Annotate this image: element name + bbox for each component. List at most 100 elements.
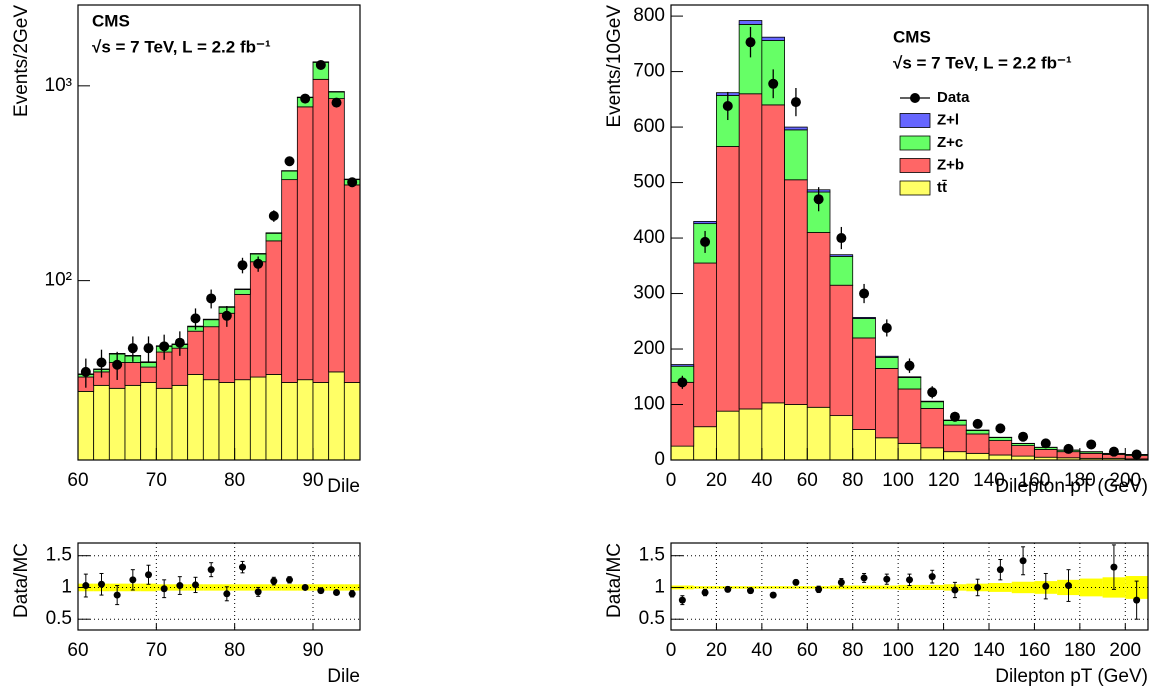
data-point: [769, 591, 777, 599]
data-point: [190, 313, 201, 324]
data-point: [790, 97, 801, 108]
uncertainty-band: [852, 585, 876, 590]
stack-segment: [784, 179, 808, 405]
stack-segment: [875, 356, 899, 369]
stack-segment: [93, 384, 110, 460]
x-axis-label: Dilepton pT (GeV): [995, 476, 1148, 497]
stack-segment: [920, 407, 944, 449]
experiment-label: CMS: [893, 27, 931, 46]
stack-segment: [852, 429, 876, 460]
stack-segment: [171, 384, 189, 460]
legend-marker: [910, 93, 920, 103]
data-point: [860, 574, 868, 582]
stack-segment: [671, 381, 695, 447]
stack-segment: [784, 126, 808, 131]
data-point: [206, 293, 217, 304]
x-tick-label: 200: [1109, 470, 1141, 491]
stack-segment: [852, 318, 876, 339]
data-point: [677, 377, 688, 388]
stack-segment: [140, 361, 157, 363]
y-tick-label: 1: [61, 576, 72, 597]
data-point: [113, 591, 121, 599]
stack-segment: [988, 437, 1013, 441]
data-point: [701, 589, 709, 597]
data-point: [1063, 443, 1074, 454]
stack-segment: [78, 390, 95, 460]
stack-segment: [108, 387, 126, 460]
data-point: [237, 260, 248, 271]
x-tick-label: 60: [67, 640, 88, 661]
y-tick-label: 10³: [45, 75, 72, 96]
x-tick-label: 100: [882, 470, 914, 491]
stack-segment: [897, 376, 922, 379]
y-tick-label: 100: [633, 394, 665, 415]
data-point: [974, 583, 982, 591]
stack-segment: [328, 91, 345, 99]
data-point: [221, 310, 232, 321]
y-tick-label: 400: [633, 227, 665, 248]
y-tick-label: 200: [633, 338, 665, 359]
stack-segment: [312, 78, 330, 383]
data-point: [859, 288, 870, 299]
data-point: [207, 566, 215, 574]
data-point: [315, 59, 326, 70]
stack-segment: [943, 424, 967, 453]
x-axis-label: Dile: [327, 476, 360, 497]
stack-segment: [296, 106, 314, 381]
data-point: [145, 571, 152, 579]
data-point: [815, 585, 823, 593]
stack-segment: [988, 454, 1013, 460]
x-tick-label: 80: [224, 470, 245, 491]
x-tick-label: 0: [666, 640, 677, 661]
data-point: [333, 589, 340, 597]
data-point: [1110, 563, 1118, 571]
data-point: [254, 588, 262, 596]
stack-segment: [155, 387, 173, 460]
y-tick-label: 500: [633, 172, 665, 193]
stack-segment: [875, 355, 899, 358]
data-point: [724, 585, 732, 593]
stack-segment: [829, 255, 854, 286]
frame: [670, 4, 1149, 461]
data-point: [268, 210, 279, 221]
stack-segment: [124, 384, 142, 460]
stack-segment: [328, 98, 345, 373]
legend-label: Z+b: [937, 156, 964, 173]
stack-segment: [693, 262, 717, 428]
stack-segment: [784, 404, 808, 460]
stack-segment: [1034, 449, 1058, 458]
stack-segment: [187, 330, 204, 375]
stack-segment: [829, 254, 854, 257]
data-point: [331, 97, 342, 108]
data-point: [792, 578, 800, 586]
y-tick-label: 1.5: [46, 545, 72, 566]
stack-segment: [761, 36, 785, 41]
data-point: [129, 576, 137, 584]
data-point: [286, 576, 293, 584]
x-tick-label: 60: [797, 470, 818, 491]
stack-segment: [343, 184, 360, 383]
data-point: [176, 582, 184, 590]
x-tick-label: 40: [751, 470, 772, 491]
legend-swatch: [899, 135, 931, 151]
stack-segment: [852, 316, 876, 319]
data-point: [836, 233, 847, 244]
stack-segment: [875, 437, 899, 460]
data-point: [949, 411, 960, 422]
y-tick-label: 0.5: [639, 608, 665, 629]
stack-segment: [716, 410, 740, 460]
stack-segment: [265, 232, 283, 242]
data-point: [239, 563, 246, 571]
stack-segment: [693, 426, 717, 460]
y-tick-label: 700: [633, 61, 665, 82]
stack-segment: [875, 368, 899, 439]
stack-segment: [218, 382, 236, 460]
stack-segment: [897, 388, 922, 444]
data-point: [904, 360, 915, 371]
data-point: [301, 583, 309, 591]
y-tick-label: 1.5: [639, 545, 665, 566]
x-tick-label: 20: [706, 640, 727, 661]
data-point: [996, 566, 1004, 574]
x-tick-label: 60: [797, 640, 818, 661]
data-point: [700, 236, 711, 247]
